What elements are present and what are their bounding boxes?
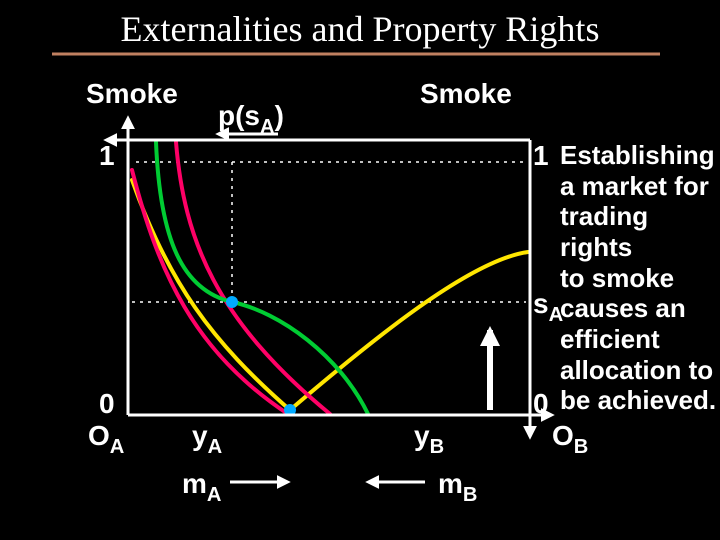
side-line-5: causes an	[560, 293, 720, 324]
label-OA: OA	[88, 420, 124, 458]
label-smoke_right: Smoke	[420, 78, 512, 110]
label-zero_left: 0	[99, 388, 115, 420]
side-line-2: a market for	[560, 171, 720, 202]
label-OB: OB	[552, 420, 588, 458]
side-line-7: allocation to	[560, 355, 720, 386]
label-one_right: 1	[533, 140, 549, 172]
label-p-sA: p(sA)	[218, 100, 284, 138]
label-mB: mB	[438, 468, 477, 506]
label-yA: yA	[192, 420, 222, 458]
slide: { "title": { "text": "Externalities and …	[0, 0, 720, 540]
label-one_left: 1	[99, 140, 115, 172]
label-smoke_left: Smoke	[86, 78, 178, 110]
side-line-4: to smoke	[560, 263, 720, 294]
label-sA-right: sA	[533, 288, 563, 326]
label-yB: yB	[414, 420, 444, 458]
side-line-1: Establishing	[560, 140, 720, 171]
side-line-3: trading rights	[560, 201, 720, 262]
label-mA: mA	[182, 468, 221, 506]
side-line-6: efficient	[560, 324, 720, 355]
label-zero_right: 0	[533, 388, 549, 420]
side-line-8: be achieved.	[560, 385, 720, 416]
side-paragraph: Establishing a market for trading rights…	[560, 140, 720, 416]
